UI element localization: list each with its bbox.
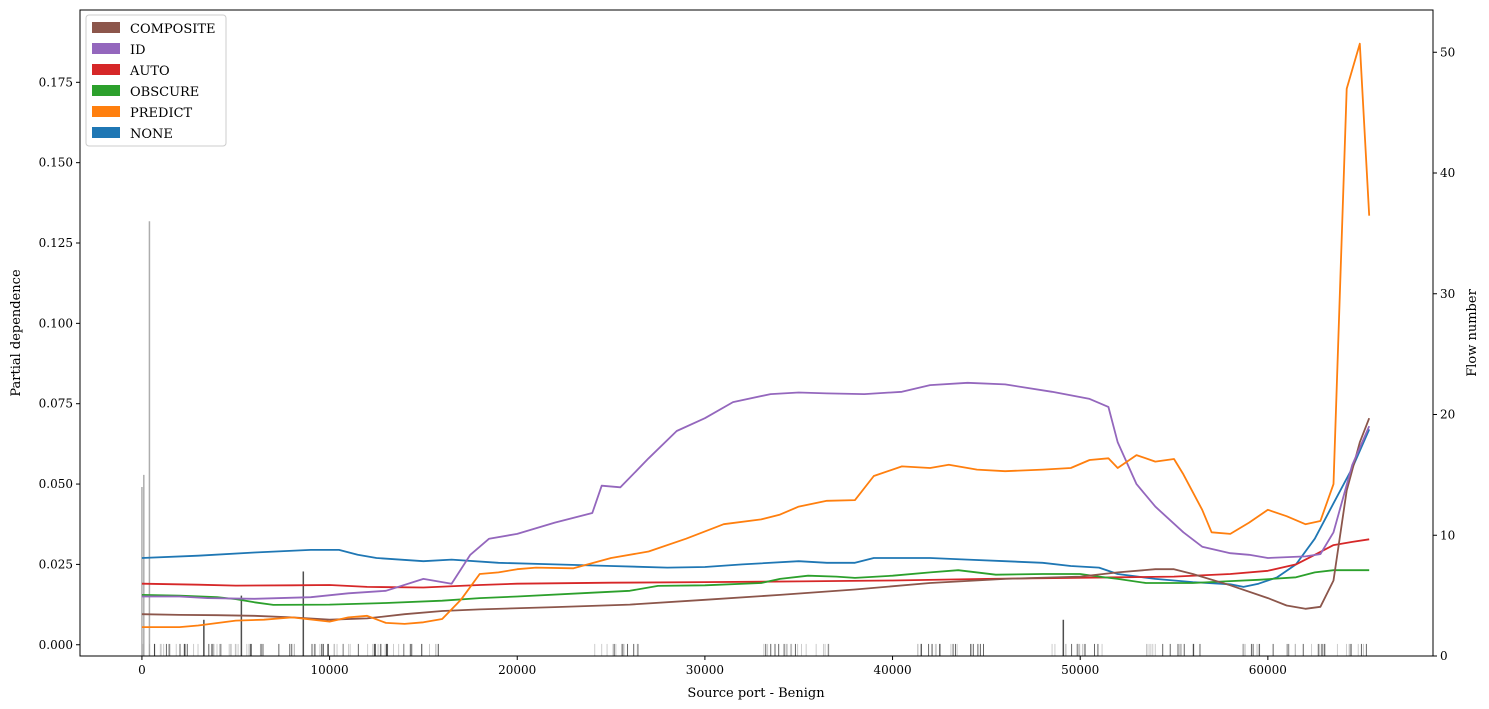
series-line-composite xyxy=(141,417,1371,621)
flow-number-rug xyxy=(142,643,1367,656)
legend-box xyxy=(85,14,227,147)
y-tick-label: 0.075 xyxy=(39,397,73,411)
x-tick-label: 50000 xyxy=(1061,663,1099,677)
x-tick-label: 60000 xyxy=(1249,663,1287,677)
legend-label-auto: AUTO xyxy=(129,64,170,79)
y-tick-label: 0.175 xyxy=(39,75,73,89)
x-tick-label: 20000 xyxy=(498,663,536,677)
x-tick-label: 10000 xyxy=(310,663,348,677)
plot-frame xyxy=(79,9,1434,657)
y-tick-label: 0.050 xyxy=(39,477,73,491)
y-tick-label: 0.100 xyxy=(39,316,73,330)
legend-swatch-composite xyxy=(92,22,120,33)
legend-label-obscure: OBSCURE xyxy=(130,85,199,100)
legend-swatch-obscure xyxy=(92,85,120,96)
y2-axis-label: Flow number xyxy=(1465,288,1480,376)
x-tick-label: 30000 xyxy=(686,663,724,677)
y-tick-label: 0.000 xyxy=(39,638,73,652)
legend: COMPOSITE ID AUTO OBSCURE PREDICT NONE xyxy=(85,14,227,147)
y2-tick-label: 50 xyxy=(1440,45,1455,59)
legend-label-none: NONE xyxy=(130,127,173,142)
y2-axis-ticks: 0 10 20 30 40 50 xyxy=(1433,45,1455,663)
legend-swatch-predict xyxy=(92,106,120,117)
y-tick-label: 0.125 xyxy=(39,236,73,250)
y-axis-ticks: 0.000 0.025 0.050 0.075 0.100 0.125 0.150 0.175 xyxy=(39,75,80,652)
y-axis-label: Partial dependence xyxy=(9,269,24,397)
series-lines xyxy=(141,42,1371,628)
y2-tick-label: 0 xyxy=(1440,649,1448,663)
y2-tick-label: 10 xyxy=(1440,528,1455,542)
series-line-obscure xyxy=(141,569,1370,606)
x-axis-ticks: 0 10000 20000 30000 40000 50000 60000 xyxy=(138,656,1287,677)
legend-label-id: ID xyxy=(130,43,146,58)
y-tick-label: 0.150 xyxy=(39,156,73,170)
legend-swatch-auto xyxy=(92,64,120,75)
series-line-predict xyxy=(141,42,1371,628)
y-tick-label: 0.025 xyxy=(39,557,73,571)
legend-label-composite: COMPOSITE xyxy=(130,22,216,37)
legend-label-predict: PREDICT xyxy=(130,106,193,121)
y2-tick-label: 30 xyxy=(1440,287,1455,301)
x-axis-label: Source port - Benign xyxy=(687,686,825,701)
series-line-auto xyxy=(141,538,1370,589)
legend-swatch-id xyxy=(92,43,120,54)
x-tick-label: 40000 xyxy=(873,663,911,677)
series-line-id xyxy=(141,381,1371,600)
y2-tick-label: 20 xyxy=(1440,408,1455,422)
y2-tick-label: 40 xyxy=(1440,166,1455,180)
x-tick-label: 0 xyxy=(138,663,146,677)
series-line-none xyxy=(141,429,1371,588)
legend-swatch-none xyxy=(92,127,120,138)
